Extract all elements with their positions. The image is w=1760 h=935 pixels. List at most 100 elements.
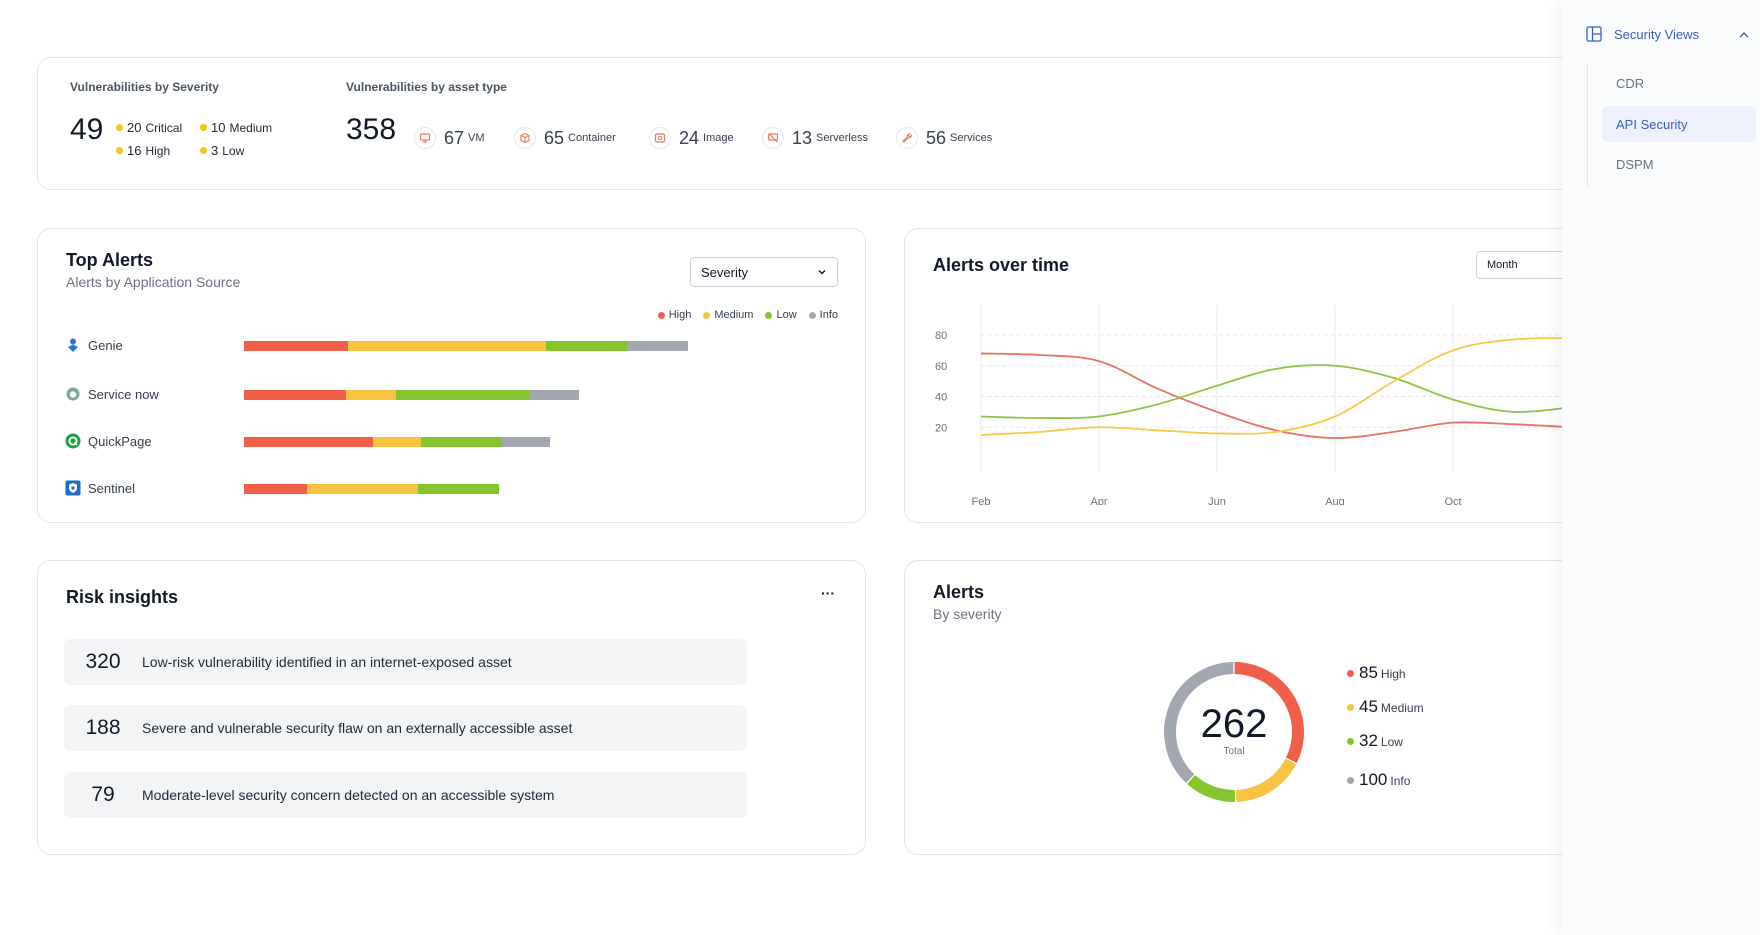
top-alerts-group-select[interactable]: Severity (690, 257, 838, 287)
security-views-panel: Security Views CDR API Security DSPM (1562, 0, 1760, 935)
legend-label: Low (776, 309, 797, 321)
top-alerts-subtitle: Alerts by Application Source (66, 274, 241, 290)
chevron-up-icon[interactable] (1738, 30, 1750, 40)
asset-container[interactable]: 65 Container (514, 127, 616, 149)
alerts-title: Alerts (933, 582, 985, 602)
bar-segment-high (244, 437, 373, 447)
risk-count: 188 (85, 716, 121, 739)
source-name: Sentinel (88, 480, 135, 496)
servicenow-icon (64, 385, 82, 403)
panel-item-cdr[interactable]: CDR (1616, 75, 1645, 91)
legend-label: Info (819, 309, 838, 321)
legend-label: High (668, 309, 692, 321)
asset-type-section-label: Vulnerabilities by asset type (346, 80, 507, 94)
bar-segment-low (396, 390, 529, 400)
legend-label: Low (1380, 735, 1403, 749)
bar-segment-medium (373, 437, 421, 447)
image-icon (649, 127, 671, 149)
donut-slice-low (1187, 774, 1236, 802)
source-name: QuickPage (88, 433, 152, 449)
severity-count: 16 (127, 143, 142, 158)
legend-dot (703, 311, 711, 319)
more-options-button[interactable]: ··· (821, 585, 835, 601)
y-tick-label: 60 (935, 361, 947, 373)
risk-text: Severe and vulnerable security flaw on a… (142, 720, 573, 736)
severity-label: High (145, 143, 171, 158)
bar-segment-low (418, 484, 499, 494)
asset-count: 67 (444, 127, 465, 148)
y-tick-label: 80 (935, 330, 947, 342)
y-tick-label: 20 (935, 422, 947, 434)
security-views-header[interactable]: Security Views (1586, 26, 1699, 42)
bar-segment-high (244, 390, 346, 400)
legend-dot (1347, 669, 1354, 677)
y-tick-label: 40 (935, 392, 947, 404)
alert-bar-service-now[interactable] (244, 390, 579, 400)
legend-item-low: Low (765, 309, 797, 321)
alerts-severity-donut (1164, 662, 1304, 802)
source-row-quickpage[interactable]: QuickPage (64, 432, 152, 450)
top-alerts-legend: High Medium Low Info (657, 309, 838, 321)
asset-label: Container (568, 132, 616, 144)
panel-tree-line (1587, 64, 1588, 188)
severity-section-label: Vulnerabilities by Severity (70, 80, 219, 94)
donut-legend-info: 100 Info (1347, 770, 1410, 790)
risk-insight-row[interactable]: 320 Low-risk vulnerability identified in… (64, 639, 747, 685)
security-views-title: Security Views (1614, 26, 1700, 42)
asset-serverless[interactable]: 13 Serverless (762, 127, 868, 149)
alert-bar-genie[interactable] (244, 341, 688, 351)
select-value: Severity (701, 264, 748, 280)
low-dot (200, 147, 207, 154)
legend-item-high: High (657, 309, 692, 321)
top-alerts-title: Top Alerts (66, 250, 154, 270)
legend-dot (657, 311, 665, 319)
legend-item-info: Info (808, 309, 838, 321)
source-row-service-now[interactable]: Service now (64, 385, 159, 403)
risk-insights-title: Risk insights (66, 587, 179, 607)
alerts-over-time-title: Alerts over time (933, 255, 1070, 275)
asset-services[interactable]: 56 Services (896, 127, 992, 149)
severity-label: Critical (145, 120, 183, 135)
source-name: Genie (88, 337, 123, 353)
risk-text: Low-risk vulnerability identified in an … (142, 654, 512, 670)
severity-count: 3 (211, 143, 219, 158)
source-name: Service now (88, 386, 159, 402)
donut-total-label: Total (1223, 746, 1245, 757)
bar-segment-info (502, 437, 550, 447)
alert-bar-quickpage[interactable] (244, 437, 550, 447)
layout-icon (1586, 26, 1602, 42)
legend-count: 45 (1359, 697, 1378, 716)
legend-count: 85 (1359, 663, 1378, 682)
bar-segment-high (244, 484, 307, 494)
asset-image[interactable]: 24 Image (649, 127, 734, 149)
asset-label: Image (703, 132, 734, 144)
risk-text: Moderate-level security concern detected… (142, 787, 555, 803)
legend-count: 32 (1359, 731, 1378, 750)
legend-label: Medium (1380, 701, 1424, 715)
panel-item-api-security[interactable]: API Security (1602, 106, 1756, 142)
severity-total: 49 (70, 113, 104, 146)
donut-slice-info (1164, 662, 1234, 784)
donut-legend-low: 32 Low (1347, 731, 1403, 751)
alerts-over-time-chart: 80604020FebAprJunAugOctDec (935, 305, 1565, 505)
asset-vm[interactable]: 67 VM (414, 127, 485, 149)
panel-item-dspm[interactable]: DSPM (1616, 156, 1654, 172)
legend-label: Medium (714, 309, 754, 321)
severity-count: 10 (211, 120, 226, 135)
source-row-sentinel[interactable]: Sentinel (64, 479, 135, 497)
bar-segment-low (421, 437, 502, 447)
donut-legend-medium: 45 Medium (1347, 697, 1424, 717)
risk-insight-row[interactable]: 188 Severe and vulnerable security flaw … (64, 705, 747, 751)
risk-insight-row[interactable]: 79 Moderate-level security concern detec… (64, 772, 747, 818)
bar-segment-medium (348, 341, 546, 351)
series-line-2 (980, 337, 1565, 436)
donut-total: 262 (1200, 702, 1268, 746)
alert-bar-sentinel[interactable] (244, 484, 499, 494)
source-row-genie[interactable]: Genie (64, 336, 123, 354)
quickpage-icon (64, 432, 82, 450)
severity-medium: 10 Medium (200, 120, 272, 135)
x-tick-label: Oct (1444, 496, 1461, 505)
legend-label: Info (1390, 774, 1411, 788)
legend-dot (1347, 703, 1354, 711)
bar-segment-info (529, 390, 579, 400)
